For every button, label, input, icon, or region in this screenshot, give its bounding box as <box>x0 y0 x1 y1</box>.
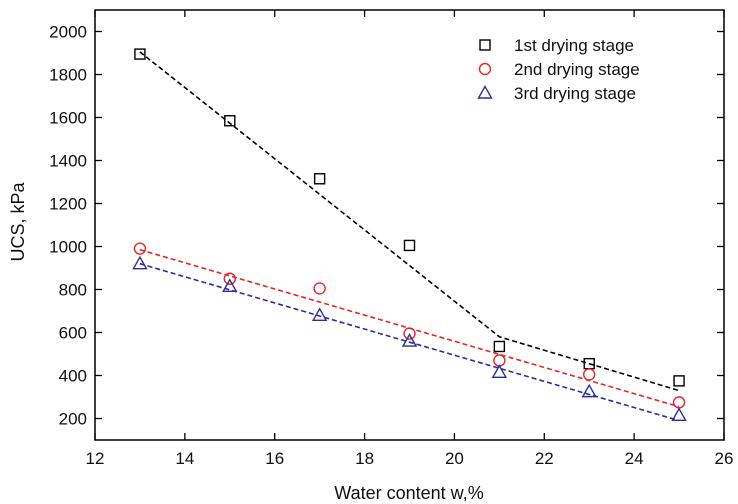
y-tick-label: 200 <box>59 410 87 429</box>
axis-ticks: 12 14 16 18 20 22 24 26 200 400 600 800 1000 1200 1400… <box>49 10 733 468</box>
x-tick-label: 12 <box>86 449 105 468</box>
data-point-triangle <box>581 383 597 398</box>
data-point-square <box>313 173 326 185</box>
legend-label: 3rd drying stage <box>514 84 636 103</box>
legend-marker-circle <box>478 62 492 76</box>
data-point-square <box>673 375 685 387</box>
plot-frame <box>94 9 725 441</box>
y-tick-label: 2000 <box>49 23 87 42</box>
fit-line <box>139 51 680 392</box>
y-tick-label: 800 <box>59 281 87 300</box>
fit-line <box>139 262 680 422</box>
fit-lines <box>139 51 680 422</box>
x-tick-label: 20 <box>445 449 464 468</box>
y-tick-label: 1200 <box>49 195 87 214</box>
data-point-circle <box>403 327 416 340</box>
legend-marker-triangle <box>477 85 493 99</box>
data-point-triangle <box>491 364 508 378</box>
y-tick-label: 600 <box>59 324 87 343</box>
legend-label: 1st drying stage <box>514 36 634 55</box>
data-point-square <box>403 239 416 252</box>
x-tick-label: 24 <box>625 449 644 468</box>
x-tick-label: 26 <box>715 449 734 468</box>
legend: 1st drying stage 2nd drying stage 3rd dryi… <box>477 36 640 103</box>
data-point-circle <box>133 242 147 255</box>
y-tick-label: 1600 <box>49 109 87 128</box>
y-tick-label: 1800 <box>49 66 87 85</box>
legend-marker-square <box>479 39 491 51</box>
legend-label: 2nd drying stage <box>514 60 640 79</box>
data-point-square <box>224 115 236 127</box>
x-tick-label: 16 <box>265 449 284 468</box>
data-point-triangle <box>222 278 238 292</box>
y-tick-label: 1000 <box>49 238 87 257</box>
data-point-triangle <box>671 407 687 421</box>
data-point-circle <box>583 368 596 381</box>
y-tick-label: 1400 <box>49 152 87 171</box>
x-tick-label: 14 <box>175 449 194 468</box>
data-point-circle <box>313 282 326 295</box>
x-tick-label: 18 <box>355 449 374 468</box>
data-markers <box>132 48 687 421</box>
y-axis-title: UCS, kPa <box>8 182 28 262</box>
data-point-square <box>134 48 146 60</box>
y-tick-label: 400 <box>59 367 87 386</box>
x-tick-label: 22 <box>535 449 554 468</box>
data-point-circle <box>223 272 236 285</box>
data-point-triangle <box>132 255 148 270</box>
data-point-triangle <box>401 333 418 347</box>
data-point-square <box>493 340 506 353</box>
data-point-triangle <box>311 307 328 321</box>
data-point-circle <box>493 354 506 367</box>
x-axis-title: Water content w,% <box>334 483 483 503</box>
